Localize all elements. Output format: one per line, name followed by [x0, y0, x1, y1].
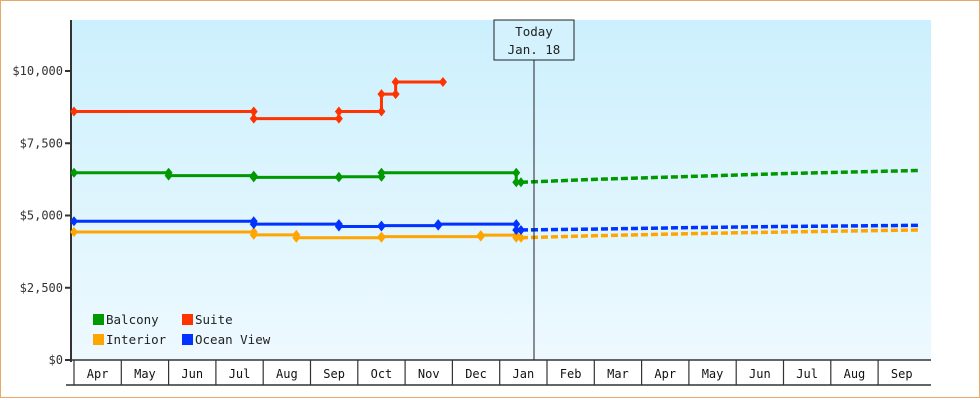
legend-label: Interior [106, 332, 167, 347]
data-point-marker[interactable] [377, 167, 386, 178]
x-axis: Apr May Jun Jul Aug Sep Oct Nov Dec Jan Feb Mar Apr M… [66, 359, 931, 386]
data-point-marker[interactable] [512, 167, 521, 178]
x-tick-label: Aug [276, 367, 298, 381]
x-tick-label: Nov [418, 367, 440, 381]
y-axis: $0 $2,500 $5,000 $7,500 $10,000 [12, 20, 72, 367]
data-point-marker[interactable] [164, 170, 173, 181]
data-point-marker[interactable] [512, 219, 521, 230]
legend-swatch [93, 314, 104, 325]
legend-item-suite[interactable]: Suite [182, 312, 233, 327]
data-point-marker[interactable] [70, 167, 78, 178]
x-tick-label: Oct [371, 367, 393, 381]
data-point-marker[interactable] [70, 216, 78, 227]
x-tick-label: Mar [607, 367, 629, 381]
data-point-marker[interactable] [249, 113, 258, 124]
data-point-marker[interactable] [438, 76, 447, 87]
y-tick-label: $10,000 [12, 64, 63, 78]
data-point-marker[interactable] [512, 232, 521, 243]
x-tick-label: May [702, 367, 724, 381]
data-point-marker[interactable] [334, 171, 343, 182]
legend-swatch [182, 314, 193, 325]
plot-area [71, 20, 931, 360]
series-suite [70, 76, 447, 124]
y-tick-label: $7,500 [20, 136, 63, 150]
legend-label: Balcony [106, 312, 159, 327]
legend-swatch [182, 334, 193, 345]
x-tick-label: May [134, 367, 156, 381]
data-point-marker[interactable] [249, 219, 258, 230]
y-tick-label: $5,000 [20, 209, 63, 223]
x-tick-label: Jan [513, 367, 535, 381]
data-point-marker[interactable] [334, 106, 343, 117]
y-tick-label: $2,500 [20, 281, 63, 295]
x-tick-label: Aug [844, 367, 866, 381]
legend-label: Suite [195, 312, 233, 327]
data-point-marker[interactable] [249, 106, 258, 117]
legend: Balcony Suite Interior Ocean View [93, 312, 271, 347]
today-label: Today [515, 24, 553, 39]
x-tick-label: Dec [465, 367, 487, 381]
legend-label: Ocean View [195, 332, 271, 347]
data-point-marker[interactable] [249, 172, 258, 183]
data-point-marker[interactable] [292, 232, 301, 243]
data-point-marker[interactable] [70, 106, 78, 117]
series-balcony [70, 167, 921, 188]
x-tick-label: Feb [560, 367, 582, 381]
today-date: Jan. 18 [508, 42, 561, 57]
x-tick-label: Jun [181, 367, 203, 381]
data-point-marker[interactable] [377, 89, 386, 100]
x-tick-label: Jul [229, 367, 251, 381]
data-point-marker[interactable] [512, 177, 521, 188]
data-point-marker[interactable] [391, 89, 400, 100]
data-point-marker[interactable] [334, 221, 343, 232]
y-tick-label: $0 [49, 353, 63, 367]
data-point-marker[interactable] [434, 219, 443, 230]
legend-item-balcony[interactable]: Balcony [93, 312, 159, 327]
today-marker: Today Jan. 18 [493, 19, 575, 360]
data-point-marker[interactable] [334, 113, 343, 124]
data-point-marker[interactable] [377, 106, 386, 117]
legend-item-interior[interactable]: Interior [93, 332, 167, 347]
x-tick-label: Apr [87, 367, 109, 381]
series-lines [70, 76, 921, 243]
data-point-marker[interactable] [512, 224, 521, 235]
data-point-marker[interactable] [391, 76, 400, 87]
x-tick-label: Jun [749, 367, 771, 381]
series-ocean-view [70, 216, 921, 235]
data-point-marker[interactable] [377, 231, 386, 242]
x-tick-label: Apr [654, 367, 676, 381]
data-point-marker[interactable] [476, 230, 485, 241]
x-tick-label: Sep [891, 367, 913, 381]
today-callout-box [493, 19, 575, 61]
data-point-marker[interactable] [249, 229, 258, 240]
x-tick-label: Sep [323, 367, 345, 381]
series-interior [70, 226, 921, 243]
data-point-marker[interactable] [377, 220, 386, 231]
x-tick-label: Jul [796, 367, 818, 381]
data-point-marker[interactable] [70, 226, 78, 237]
legend-item-ocean-view[interactable]: Ocean View [182, 332, 271, 347]
legend-swatch [93, 334, 104, 345]
